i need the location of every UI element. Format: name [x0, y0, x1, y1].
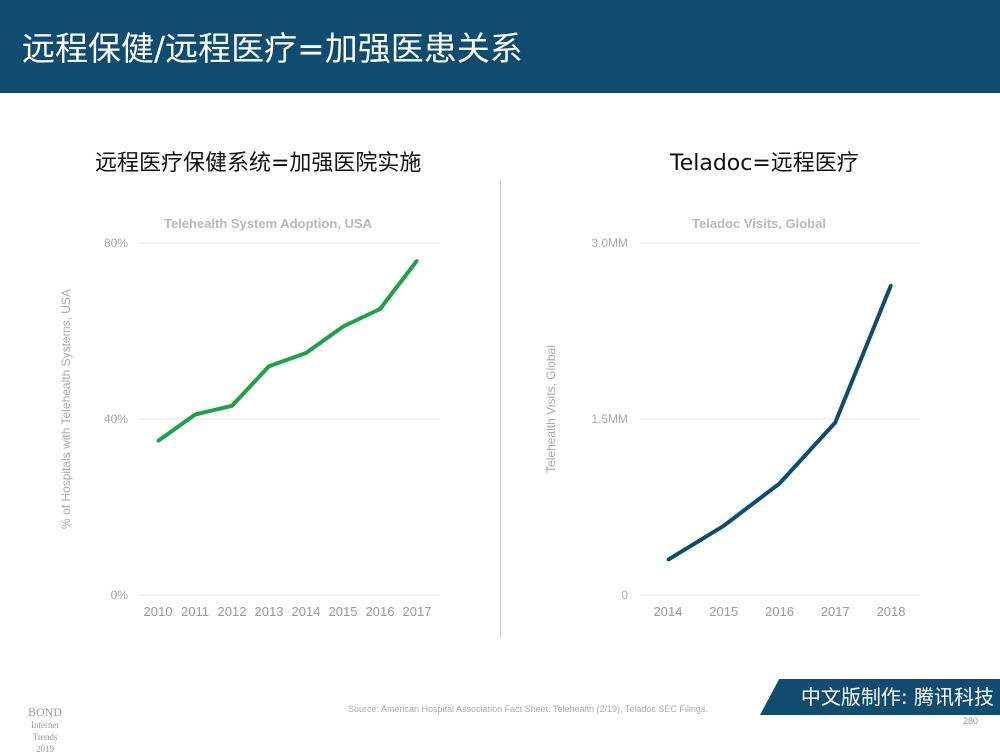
header-bar: 远程保健/远程医疗=加强医患关系: [0, 0, 1000, 93]
y-tick-label: 0%: [111, 588, 129, 602]
x-tick-label: 2017: [403, 604, 432, 619]
y-axis-label: Telehealth Visits, Global: [544, 345, 558, 473]
y-tick-label: 40%: [104, 412, 128, 426]
bond-logo: BOND Internet Trends 2019: [27, 705, 62, 754]
y-tick-label: 1.5MM: [591, 412, 628, 426]
x-tick-label: 2017: [821, 604, 850, 619]
x-tick-label: 2013: [255, 604, 284, 619]
data-point: [378, 307, 382, 311]
x-tick-label: 2011: [181, 604, 209, 619]
data-point: [267, 364, 271, 368]
x-tick-label: 2016: [366, 604, 395, 619]
right-subtitle: Teladoc=远程医疗: [670, 151, 859, 176]
y-tick-label: 0: [621, 588, 628, 602]
chart-title: Telehealth System Adoption, USA: [164, 216, 373, 231]
data-point: [230, 404, 234, 408]
data-point: [833, 421, 837, 425]
data-point: [778, 482, 781, 486]
data-point: [415, 259, 419, 263]
page-title: 远程保健/远程医疗=加强医患关系: [22, 29, 523, 68]
x-tick-label: 2014: [654, 604, 683, 619]
source-note: Source: American Hospital Association Fa…: [348, 704, 708, 714]
divider: [500, 180, 501, 638]
brand-banner: 中文版制作: 腾讯科技: [760, 679, 1000, 715]
page-number: 280: [962, 716, 978, 726]
x-tick-label: 2010: [144, 604, 173, 619]
x-tick-label: 2014: [292, 604, 321, 619]
left-subtitle: 远程医疗保健系统=加强医院实施: [95, 151, 422, 176]
series-line: [666, 284, 893, 562]
chart-title: Teladoc Visits, Global: [692, 216, 826, 231]
x-tick-label: 2018: [877, 604, 906, 619]
x-tick-label: 2015: [329, 604, 358, 619]
y-tick-label: 80%: [104, 236, 128, 250]
data-point: [889, 283, 893, 287]
data-point: [304, 351, 308, 355]
y-axis-label: % of Hospitals with Telehealth Systems, …: [59, 289, 73, 529]
data-point: [193, 413, 197, 417]
data-point: [156, 439, 160, 443]
x-tick-label: 2016: [765, 604, 794, 619]
x-tick-label: 2015: [709, 604, 738, 619]
x-tick-label: 2012: [218, 604, 247, 619]
series-line: [156, 259, 419, 443]
data-point: [666, 558, 670, 562]
data-point: [722, 524, 726, 528]
data-point: [341, 325, 345, 329]
y-tick-label: 3.0MM: [591, 236, 628, 250]
